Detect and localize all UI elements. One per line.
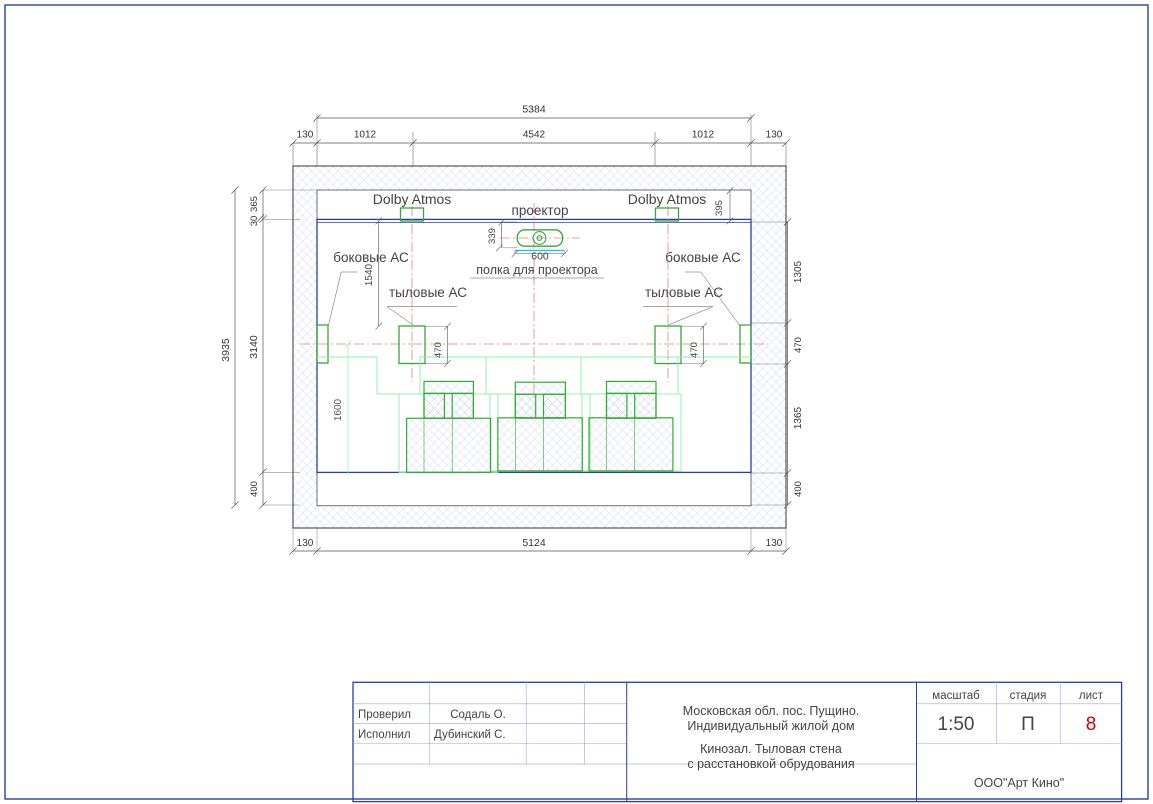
svg-text:стадия: стадия xyxy=(1010,690,1047,702)
svg-text:395: 395 xyxy=(714,200,725,216)
svg-text:проектор: проектор xyxy=(512,203,569,218)
svg-text:3935: 3935 xyxy=(220,338,232,362)
svg-text:Московская обл. пос. Пущино.: Московская обл. пос. Пущино. xyxy=(683,704,860,718)
svg-text:1365: 1365 xyxy=(793,406,804,429)
svg-text:1305: 1305 xyxy=(793,260,804,283)
svg-text:Dolby Atmos: Dolby Atmos xyxy=(373,191,452,207)
svg-text:с расстановкой обрудования: с расстановкой обрудования xyxy=(687,757,854,771)
svg-text:1540: 1540 xyxy=(364,263,375,286)
svg-text:Dolby Atmos: Dolby Atmos xyxy=(628,191,707,207)
svg-text:3140: 3140 xyxy=(248,335,260,359)
svg-text:боковые АС: боковые АС xyxy=(665,250,741,265)
svg-text:400: 400 xyxy=(793,481,804,497)
svg-text:1600: 1600 xyxy=(333,398,344,421)
svg-text:5124: 5124 xyxy=(522,537,546,549)
svg-text:1012: 1012 xyxy=(354,130,377,141)
svg-text:масштаб: масштаб xyxy=(932,690,980,702)
svg-text:8: 8 xyxy=(1086,714,1097,735)
svg-text:Исполнил: Исполнил xyxy=(358,729,411,741)
svg-text:365: 365 xyxy=(249,196,260,212)
svg-text:470: 470 xyxy=(793,337,804,353)
svg-text:тыловые АС: тыловые АС xyxy=(389,285,467,300)
svg-text:470: 470 xyxy=(433,342,444,358)
svg-text:ООО"Арт Кино": ООО"Арт Кино" xyxy=(974,776,1064,790)
svg-text:боковые АС: боковые АС xyxy=(333,250,409,265)
svg-text:1012: 1012 xyxy=(692,130,715,141)
svg-text:лист: лист xyxy=(1079,690,1104,702)
svg-text:тыловые АС: тыловые АС xyxy=(645,285,723,300)
svg-text:130: 130 xyxy=(297,130,314,141)
svg-text:Проверил: Проверил xyxy=(358,709,411,721)
svg-text:П: П xyxy=(1021,714,1035,735)
svg-text:Дубинский С.: Дубинский С. xyxy=(434,729,506,741)
svg-text:130: 130 xyxy=(297,538,314,549)
svg-text:600: 600 xyxy=(531,251,549,263)
svg-text:Содаль О.: Содаль О. xyxy=(450,709,506,721)
svg-text:4542: 4542 xyxy=(523,130,546,141)
svg-text:470: 470 xyxy=(689,342,700,358)
svg-text:400: 400 xyxy=(249,481,260,497)
svg-text:1:50: 1:50 xyxy=(938,714,975,735)
svg-text:Кинозал. Тыловая стена: Кинозал. Тыловая стена xyxy=(700,742,842,756)
svg-text:Индивидуальный жилой дом: Индивидуальный жилой дом xyxy=(687,719,854,733)
svg-text:5384: 5384 xyxy=(522,104,546,116)
svg-text:339: 339 xyxy=(487,228,498,244)
svg-text:130: 130 xyxy=(766,130,783,141)
svg-text:полка для проектора: полка для проектора xyxy=(476,263,597,277)
svg-text:130: 130 xyxy=(766,538,783,549)
svg-text:30: 30 xyxy=(249,216,260,227)
